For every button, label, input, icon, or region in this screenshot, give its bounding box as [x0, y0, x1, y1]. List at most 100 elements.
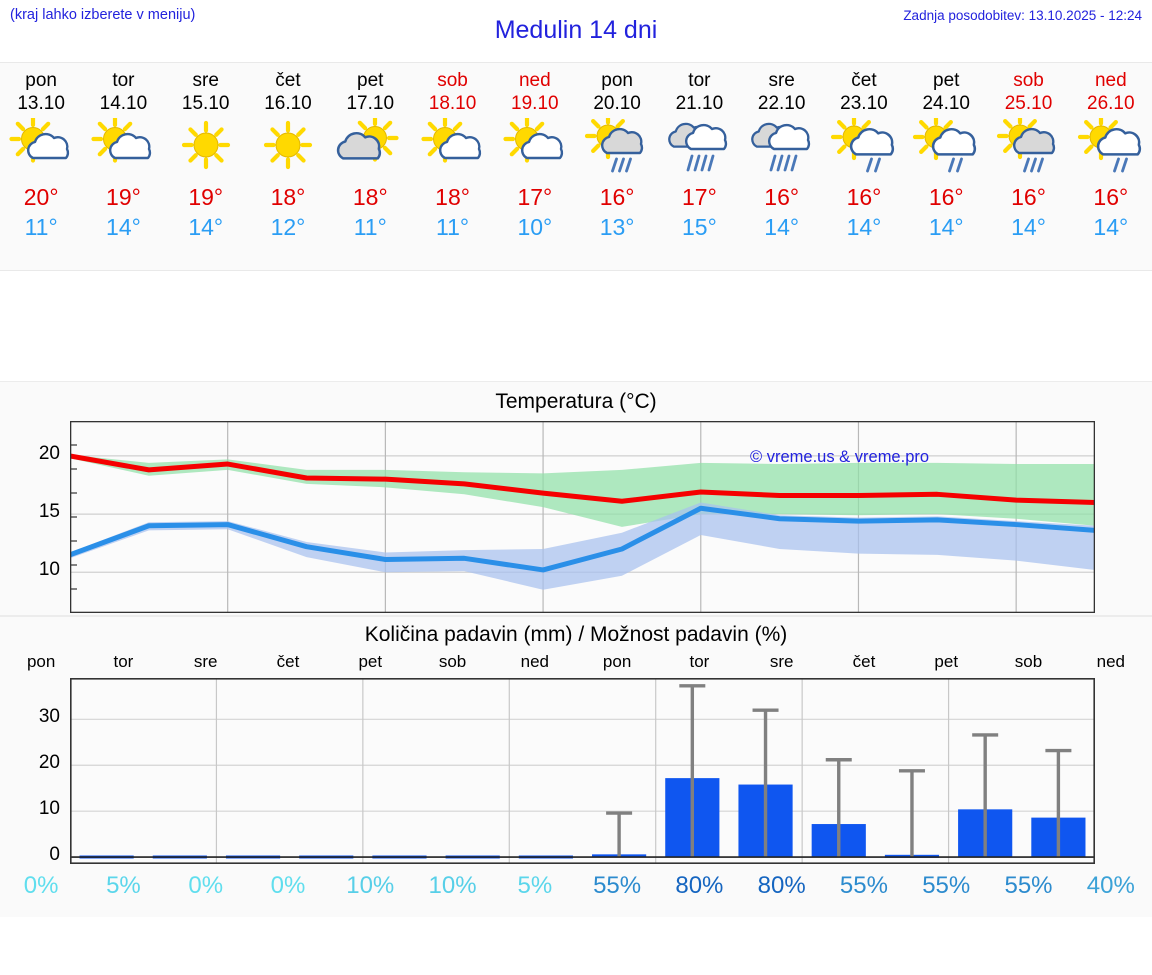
forecast-day-date: 25.10: [1004, 93, 1053, 114]
forecast-day-name: pon: [25, 70, 57, 91]
forecast-temp-min: 14°: [928, 214, 964, 240]
temperature-chart: Temperatura (°C) 10 15 20 © vreme.us & vre…: [0, 381, 1152, 616]
precipitation-probability-label: 80%: [757, 872, 806, 899]
forecast-temp-max: 16°: [928, 184, 964, 210]
forecast-day-column[interactable]: pon 20.10 16° 13°: [576, 63, 658, 270]
forecast-day-column[interactable]: ned 26.10 16° 14°: [1070, 63, 1152, 270]
forecast-day-name: pon: [601, 70, 633, 91]
forecast-day-date: 26.10: [1087, 93, 1135, 114]
precipitation-probability-label: 10%: [428, 872, 477, 899]
forecast-day-column[interactable]: pon 13.10 20° 11°: [0, 63, 82, 270]
forecast-temp-min: 14°: [764, 214, 800, 240]
precipitation-y-tick-label: 10: [38, 798, 60, 820]
forecast-day-date: 20.10: [593, 93, 641, 114]
forecast-temp-min: 12°: [270, 214, 306, 240]
forecast-day-date: 13.10: [17, 93, 65, 114]
forecast-day-name: pet: [357, 70, 384, 91]
page-title: Medulin 14 dni: [494, 16, 658, 44]
precipitation-y-tick-label: 30: [38, 706, 60, 728]
sun-cloud-rain-icon: [578, 118, 656, 174]
forecast-temp-max: 18°: [270, 184, 306, 210]
precipitation-probability-label: 0%: [188, 872, 224, 899]
cloud-rain-heavy-icon: [660, 118, 738, 174]
cloud-sun-icon: [331, 118, 409, 174]
precipitation-day-label: pet: [934, 652, 959, 671]
cloud-rain-heavy-icon: [743, 118, 821, 174]
menu-hint-text: (kraj lahko izberete v meniju): [10, 7, 196, 23]
temperature-y-tick-label: 20: [38, 442, 60, 464]
precipitation-probability-label: 80%: [675, 872, 724, 899]
precipitation-probability-label: 40%: [1086, 872, 1135, 899]
forecast-temp-max: 20°: [23, 184, 59, 210]
forecast-day-name: čet: [275, 70, 301, 91]
forecast-day-column[interactable]: tor 14.10 19° 14°: [82, 63, 164, 270]
forecast-temp-min: 10°: [517, 214, 553, 240]
forecast-day-column[interactable]: sre 15.10 19° 14°: [165, 63, 247, 270]
precipitation-day-label: pet: [358, 652, 383, 671]
precipitation-chart-title: Količina padavin (mm) / Možnost padavin …: [364, 623, 788, 646]
sun-cloud-rain-icon: [990, 118, 1068, 174]
forecast-day-name: ned: [518, 70, 551, 91]
precipitation-day-label: tor: [113, 652, 134, 671]
precipitation-probability-label: 0%: [23, 872, 59, 899]
forecast-temp-max: 19°: [188, 184, 224, 210]
forecast-temp-min: 14°: [1011, 214, 1046, 240]
precipitation-probability-label: 5%: [106, 872, 141, 899]
precipitation-chart: Količina padavin (mm) / Možnost padavin …: [0, 616, 1152, 917]
forecast-temp-max: 16°: [846, 184, 882, 210]
forecast-temp-min: 11°: [24, 214, 58, 240]
forecast-day-column[interactable]: čet 16.10 18° 12°: [247, 63, 329, 270]
forecast-day-column[interactable]: čet 23.10 16° 14°: [823, 63, 905, 270]
precipitation-day-label: čet: [852, 652, 876, 671]
precipitation-day-label: tor: [689, 652, 710, 671]
forecast-temp-min: 14°: [846, 214, 882, 240]
last-updated-text: Zadnja posodobitev: 13.10.2025 - 12:24: [903, 8, 1142, 23]
forecast-temp-max: 16°: [1011, 184, 1046, 210]
forecast-day-date: 24.10: [922, 93, 970, 114]
forecast-day-name: pet: [933, 70, 960, 91]
forecast-day-column[interactable]: pet 17.10 18° 11°: [329, 63, 411, 270]
temperature-chart-title: Temperatura (°C): [495, 390, 657, 413]
forecast-day-name: sob: [437, 70, 468, 91]
precipitation-probability-label: 55%: [922, 872, 971, 899]
precipitation-probability-label: 5%: [517, 872, 553, 899]
sun-cloud-icon: [496, 118, 574, 174]
precipitation-day-label: sob: [438, 652, 467, 671]
forecast-temp-min: 14°: [188, 214, 224, 240]
forecast-day-date: 19.10: [511, 93, 559, 114]
forecast-day-date: 14.10: [99, 93, 148, 114]
temperature-y-tick-label: 10: [38, 559, 60, 581]
forecast-day-name: sre: [768, 70, 795, 91]
sun-cloud-rain-light-icon: [907, 118, 985, 174]
sun-cloud-icon: [414, 118, 492, 174]
temperature-plot-area: [70, 421, 1095, 613]
spacer: [0, 271, 1152, 381]
precipitation-y-tick-label: 20: [38, 752, 60, 774]
forecast-day-name: ned: [1094, 70, 1127, 91]
forecast-day-date: 16.10: [264, 93, 312, 114]
forecast-day-column[interactable]: sob 25.10 16° 14°: [987, 63, 1069, 270]
precipitation-day-label: ned: [1096, 652, 1125, 671]
forecast-day-column[interactable]: sob 18.10 18° 11°: [411, 63, 493, 270]
forecast-temp-min: 14°: [1093, 214, 1129, 240]
precipitation-day-label: sre: [769, 652, 794, 671]
forecast-temp-max: 16°: [1093, 184, 1129, 210]
forecast-day-column[interactable]: tor 21.10 17° 15°: [658, 63, 740, 270]
forecast-day-date: 18.10: [428, 93, 477, 114]
forecast-day-column[interactable]: pet 24.10 16° 14°: [905, 63, 987, 270]
forecast-temp-max: 16°: [764, 184, 800, 210]
precipitation-plot-area: [70, 678, 1095, 864]
forecast-day-name: tor: [112, 70, 135, 91]
sun-icon: [167, 118, 245, 174]
sun-cloud-rain-light-icon: [1072, 118, 1150, 174]
forecast-day-date: 23.10: [840, 93, 888, 114]
sun-cloud-icon: [2, 118, 80, 174]
forecast-day-column[interactable]: sre 22.10 16° 14°: [741, 63, 823, 270]
precipitation-day-label: pon: [26, 652, 56, 671]
forecast-temp-min: 15°: [682, 214, 717, 240]
forecast-temp-max: 17°: [682, 184, 717, 210]
forecast-day-name: sre: [192, 70, 219, 91]
forecast-day-date: 22.10: [757, 93, 806, 114]
forecast-day-column[interactable]: ned 19.10 17° 10°: [494, 63, 576, 270]
precipitation-probability-label: 55%: [839, 872, 888, 899]
